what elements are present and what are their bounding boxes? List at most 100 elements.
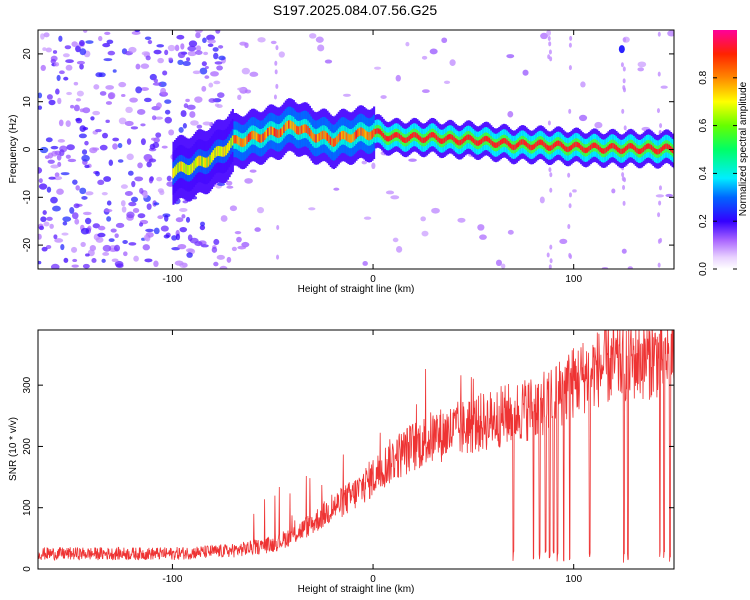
ridge-cell (544, 143, 547, 149)
noise-blob (309, 33, 317, 39)
noise-blob (549, 56, 553, 62)
ridge-cell (541, 140, 544, 146)
noise-blob (622, 78, 626, 84)
ridge-cell (331, 137, 334, 147)
ridge-cell (409, 133, 413, 140)
noise-blob (65, 59, 74, 64)
ridge-cell (429, 132, 432, 139)
ridge-cell (381, 131, 384, 137)
ridge-cell (246, 135, 249, 144)
ridge-cell (270, 126, 273, 135)
noise-blob (231, 246, 237, 252)
noise-blob (443, 80, 451, 85)
noise-blob (188, 40, 198, 48)
noise-blob (229, 205, 238, 212)
ridge-cell (324, 131, 328, 140)
ridge-cell (435, 134, 438, 141)
noise-blob (168, 57, 173, 61)
noise-blob (568, 252, 572, 258)
noise-blob (38, 105, 43, 110)
noise-blob (79, 187, 87, 195)
noise-blob (111, 258, 119, 263)
noise-blob (167, 44, 176, 52)
noise-blob (102, 132, 109, 139)
noise-blob (118, 117, 127, 125)
ridge-cell (450, 134, 453, 140)
noise-blob (203, 51, 209, 56)
noise-blob (142, 191, 148, 199)
noise-blob (131, 31, 141, 35)
ridge-cell (233, 135, 236, 144)
ridge-cell (470, 136, 474, 142)
ridge-cell (284, 122, 287, 131)
ridge-cell (617, 146, 620, 153)
noise-blob (273, 94, 277, 100)
ridge-cell (495, 142, 498, 149)
ridge-cell (472, 137, 475, 144)
ridge-cell (629, 143, 632, 149)
ridge-cell (377, 128, 380, 134)
noise-blob (217, 45, 224, 49)
noise-blob (658, 200, 662, 206)
noise-blob (127, 170, 134, 176)
noise-blob (102, 252, 110, 256)
noise-blob (204, 66, 209, 70)
ridge-cell (474, 139, 477, 145)
noise-blob (548, 167, 552, 173)
noise-blob (548, 264, 552, 269)
noise-blob (108, 238, 115, 243)
ridge-cell (289, 120, 292, 129)
noise-blob (234, 230, 242, 235)
ridge-cell (268, 126, 271, 136)
ridge-cell (511, 144, 514, 150)
ridge-cell (519, 140, 522, 146)
noise-blob (395, 245, 403, 253)
noise-blob (143, 97, 152, 103)
colorbar: 0.0 0.2 0.4 0.6 0.8 Normalized spectral ampl… (698, 30, 749, 276)
noise-blob (317, 44, 325, 52)
y-tick-label: 0 (22, 146, 33, 152)
noise-blob (457, 217, 466, 223)
ridge-cell (422, 137, 425, 144)
noise-blob (374, 66, 382, 70)
y-tick-label: 0 (22, 566, 33, 572)
noise-blob (134, 176, 144, 182)
ridge-cell (437, 136, 440, 142)
noise-blob (38, 92, 43, 99)
noise-blob (177, 59, 184, 66)
noise-blob (162, 92, 169, 96)
noise-blob (208, 98, 217, 103)
noise-blob (657, 31, 661, 37)
noise-blob (46, 94, 53, 100)
noise-blob (217, 92, 225, 99)
noise-blob (43, 32, 50, 38)
ridge-cell (220, 146, 223, 157)
ridge-cell (568, 146, 571, 152)
noise-blob (622, 87, 626, 93)
ridge-cell (243, 138, 246, 147)
ridge-cell (588, 146, 591, 152)
colorbar-tick-label: 0.4 (698, 166, 709, 180)
ridge-cell (320, 131, 323, 141)
ridge-cell (661, 145, 665, 151)
x-tick-label: 0 (370, 574, 376, 585)
noise-blob (657, 238, 661, 244)
noise-blob (152, 142, 160, 149)
noise-blob (214, 61, 223, 65)
noise-blob (559, 238, 568, 244)
ridge-cell (417, 134, 421, 141)
ridge-cell (490, 139, 493, 145)
ridge-cell (332, 138, 336, 147)
ridge-cell (560, 142, 563, 148)
noise-blob (667, 30, 674, 37)
noise-blob (201, 61, 207, 67)
ridge-cell (244, 137, 247, 146)
ridge-cell (478, 139, 482, 146)
noise-blob (47, 159, 55, 164)
noise-blob (154, 116, 163, 120)
ridge-cell (424, 137, 427, 143)
noise-blob (39, 146, 49, 154)
ridge-cell (342, 130, 345, 140)
ridge-cell (199, 155, 202, 166)
noise-blob (421, 55, 428, 60)
